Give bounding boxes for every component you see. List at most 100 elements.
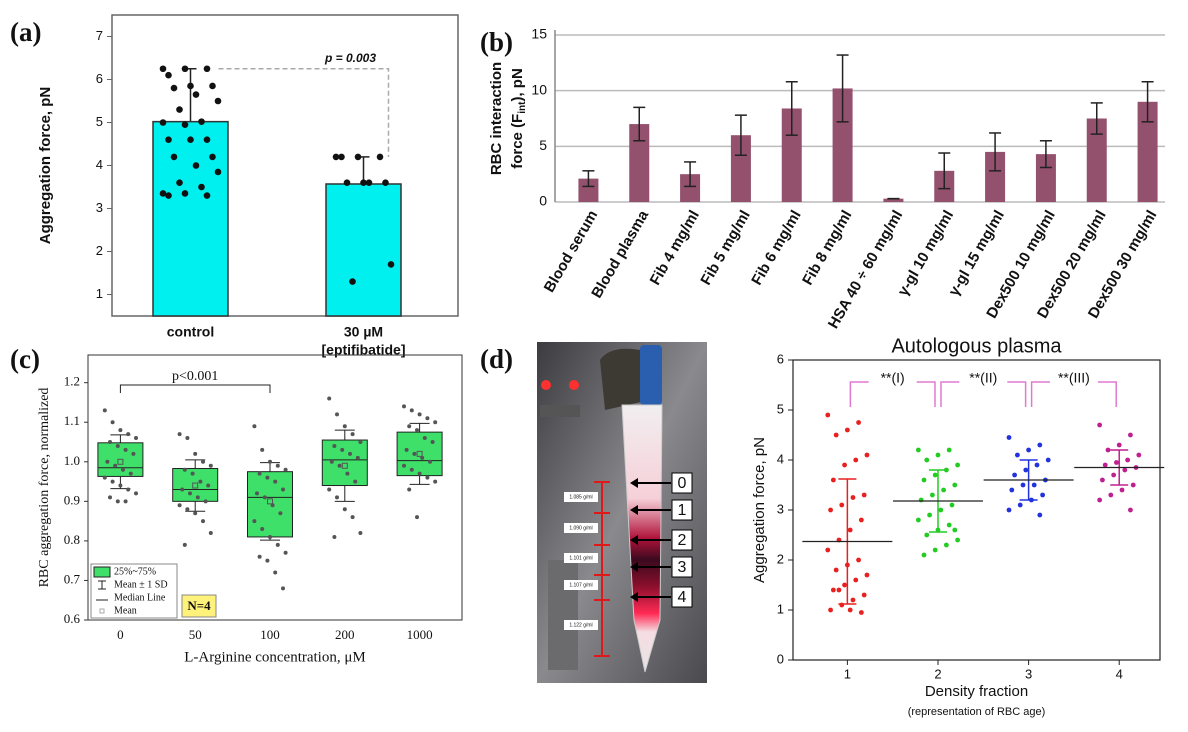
data-point (847, 607, 853, 613)
data-point (1037, 512, 1043, 518)
data-point (110, 479, 115, 484)
data-point (847, 527, 853, 533)
data-point (283, 467, 288, 472)
data-point (1111, 472, 1117, 478)
data-point (214, 97, 222, 105)
data-point (193, 451, 198, 456)
data-point (185, 436, 190, 441)
data-point (335, 412, 339, 417)
error-bar (1039, 140, 1052, 169)
data-point (407, 487, 412, 492)
bar (680, 174, 701, 202)
data-point (946, 447, 952, 453)
data-point (170, 84, 178, 92)
y-tick-label: 1.1 (64, 413, 80, 428)
data-point (861, 592, 867, 598)
data-point (1116, 442, 1122, 448)
y-tick-label: 4 (96, 157, 103, 172)
box (396, 431, 443, 477)
x-tick-label: 4 (1116, 666, 1123, 681)
data-point (938, 507, 944, 513)
bar (1137, 101, 1158, 202)
data-point (1009, 487, 1015, 493)
tube (621, 404, 663, 673)
data-point (208, 463, 213, 468)
data-point (260, 527, 265, 532)
data-point (830, 477, 836, 483)
data-point (853, 577, 859, 583)
data-point (1097, 497, 1103, 503)
bar (629, 124, 650, 202)
y-tick-label: 0.8 (64, 532, 80, 547)
data-point (955, 537, 960, 543)
y-axis-label-part: ), pN (509, 68, 526, 101)
data-point (201, 459, 205, 464)
data-point (828, 607, 833, 613)
data-point (952, 482, 958, 488)
data-point (118, 483, 123, 488)
mean-marker (117, 458, 124, 465)
bar (832, 88, 853, 202)
bar (1086, 118, 1107, 202)
y-tick-label: 3 (96, 200, 103, 215)
legend-label: Mean ± 1 SD (114, 579, 168, 590)
data-point (121, 467, 125, 472)
y-tick-label: 10 (531, 81, 547, 97)
y-tick-label: 0.9 (64, 492, 80, 507)
data-point (1023, 467, 1029, 473)
legend-whisker (98, 580, 106, 590)
fraction-label: 2 (678, 532, 687, 549)
data-point (342, 507, 347, 512)
error-bar (633, 106, 646, 142)
annotation: **(II) (969, 370, 997, 386)
bar (730, 135, 751, 202)
density-label: 1.107 g/ml (569, 582, 592, 588)
y-tick-label: 2 (777, 551, 784, 566)
data-point (420, 455, 425, 460)
x-tick-label: 1 (844, 666, 851, 681)
legend-label: 25%~75% (114, 566, 156, 577)
bar (578, 178, 599, 202)
x-tick-label: Fib 5 mg/ml (697, 207, 753, 288)
fraction-label: 0 (678, 475, 687, 492)
light (541, 380, 551, 390)
y-axis-label-part: int (517, 101, 528, 114)
error-bar (582, 170, 595, 188)
data-point (110, 420, 115, 425)
data-point (332, 443, 337, 448)
density-label: 1.090 g/ml (569, 525, 592, 531)
data-point (345, 471, 350, 476)
data-point (415, 515, 419, 520)
x-tick-label: Fib 4 mg/ml (647, 207, 703, 288)
data-point (335, 495, 339, 500)
fraction-box (671, 499, 693, 521)
x-tick-label: 30 µM (344, 324, 383, 340)
y-tick-label: 0 (777, 651, 784, 666)
data-point (918, 497, 924, 503)
bar (152, 120, 229, 317)
data-point (952, 527, 958, 533)
data-point (281, 487, 285, 492)
panel-label: (c) (10, 344, 40, 374)
data-point (1037, 442, 1043, 448)
data-point (850, 597, 856, 603)
data-point (1114, 460, 1119, 465)
density-box (564, 553, 598, 563)
bar (781, 108, 802, 202)
panel-label: (d) (480, 344, 513, 374)
error-bar (684, 161, 697, 188)
data-point (275, 463, 280, 468)
data-point (358, 530, 363, 535)
data-point (1125, 457, 1131, 463)
data-point (190, 471, 195, 476)
data-point (128, 471, 133, 476)
legend-label: Median Line (114, 592, 166, 603)
data-point (402, 463, 406, 468)
tube-cap (640, 345, 662, 405)
annotation: p<0.001 (172, 369, 218, 384)
data-point (118, 428, 123, 433)
data-point (177, 432, 182, 437)
error-bar (1141, 81, 1154, 123)
data-point (1119, 487, 1125, 493)
data-point (1012, 472, 1018, 478)
